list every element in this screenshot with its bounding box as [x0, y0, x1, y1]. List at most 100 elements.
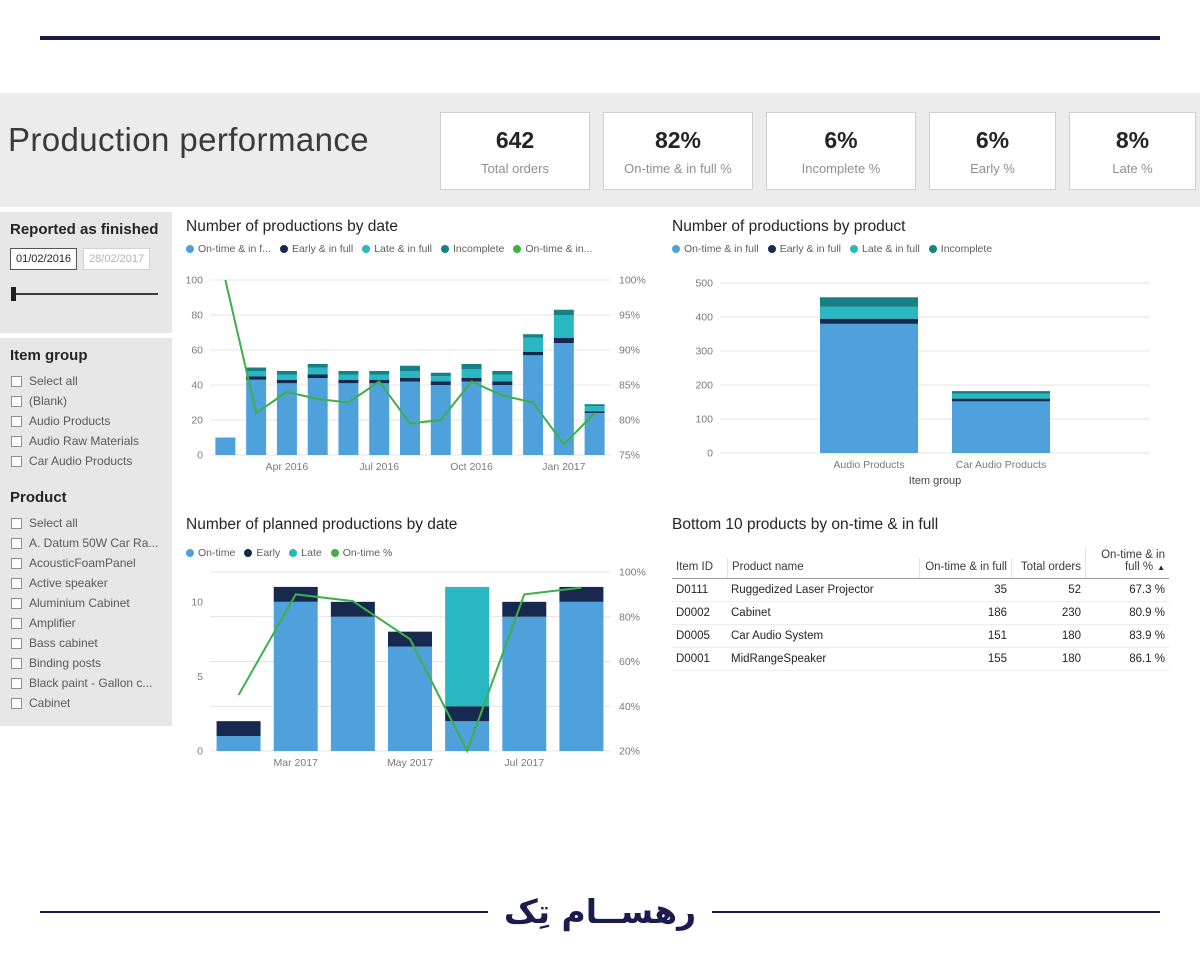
- bar-segment[interactable]: [338, 379, 359, 384]
- legend-item[interactable]: Early: [244, 547, 280, 559]
- checkbox-icon[interactable]: [11, 455, 22, 467]
- checkbox-icon[interactable]: [11, 375, 22, 387]
- product-checkbox-item[interactable]: Binding posts: [11, 656, 162, 670]
- slider-handle[interactable]: [11, 287, 16, 301]
- product-checkbox-item[interactable]: Bass cabinet: [11, 636, 162, 650]
- table-row[interactable]: D0111 Ruggedized Laser Projector 35 52 67.3 …: [672, 579, 1169, 602]
- bar-segment[interactable]: [400, 381, 420, 456]
- bar-segment[interactable]: [523, 334, 544, 338]
- item-group-checkbox-item[interactable]: Audio Raw Materials: [11, 434, 162, 448]
- bar-segment[interactable]: [216, 721, 261, 737]
- bar-segment[interactable]: [820, 297, 918, 307]
- item-group-checkbox-item[interactable]: Select all: [11, 374, 162, 388]
- bar-segment[interactable]: [461, 381, 482, 456]
- bar-segment[interactable]: [400, 378, 420, 382]
- product-checkbox-item[interactable]: Select all: [11, 516, 162, 530]
- checkbox-icon[interactable]: [11, 517, 22, 529]
- bar-segment[interactable]: [559, 586, 604, 602]
- product-checkbox-item[interactable]: Cabinet: [11, 696, 162, 710]
- bar-segment[interactable]: [523, 337, 544, 352]
- product-checkbox-item[interactable]: A. Datum 50W Car Ra...: [11, 536, 162, 550]
- bar-segment[interactable]: [338, 374, 359, 380]
- checkbox-icon[interactable]: [11, 395, 22, 407]
- checkbox-icon[interactable]: [11, 677, 22, 689]
- bar-segment[interactable]: [330, 601, 375, 617]
- product-checkbox-item[interactable]: AcousticFoamPanel: [11, 556, 162, 570]
- bar-segment[interactable]: [388, 646, 432, 751]
- checkbox-icon[interactable]: [11, 537, 22, 549]
- item-group-checkbox-item[interactable]: Car Audio Products: [11, 454, 162, 468]
- bar-segment[interactable]: [445, 586, 490, 707]
- checkbox-icon[interactable]: [11, 415, 22, 427]
- legend-item[interactable]: On-time & in f...: [186, 243, 271, 255]
- table-row[interactable]: D0005 Car Audio System 151 180 83.9 %: [672, 625, 1169, 648]
- legend-item[interactable]: On-time: [186, 547, 235, 559]
- checkbox-icon[interactable]: [11, 697, 22, 709]
- bar-segment[interactable]: [492, 385, 513, 455]
- bar-segment[interactable]: [523, 355, 544, 455]
- checkbox-icon[interactable]: [11, 557, 22, 569]
- legend-item[interactable]: Late & in full: [362, 243, 432, 255]
- table-row[interactable]: D0001 MidRangeSpeaker 155 180 86.1 %: [672, 648, 1169, 671]
- bar-segment[interactable]: [216, 736, 261, 751]
- start-date-input[interactable]: 01/02/2016: [10, 248, 78, 270]
- bar-segment[interactable]: [400, 365, 420, 371]
- bar-segment[interactable]: [584, 404, 605, 406]
- bar-segment[interactable]: [246, 371, 267, 377]
- legend-item[interactable]: Early & in full: [279, 243, 353, 255]
- column-header[interactable]: Total orders: [1011, 558, 1085, 578]
- legend-item[interactable]: Late & in full: [849, 243, 920, 255]
- bar-segment[interactable]: [584, 406, 605, 412]
- legend-item[interactable]: Early & in full: [767, 243, 841, 255]
- bar-segment[interactable]: [369, 371, 390, 375]
- product-checkbox-item[interactable]: Black paint - Gallon c...: [11, 676, 162, 690]
- bar-segment[interactable]: [307, 378, 328, 455]
- checkbox-icon[interactable]: [11, 435, 22, 447]
- bar-segment[interactable]: [553, 309, 574, 315]
- bar-segment[interactable]: [246, 367, 267, 372]
- bar-segment[interactable]: [369, 374, 390, 380]
- legend-item[interactable]: Incomplete: [441, 243, 504, 255]
- column-header[interactable]: Item ID: [676, 561, 714, 573]
- bar-segment[interactable]: [215, 437, 236, 456]
- bar-segment[interactable]: [952, 391, 1050, 394]
- column-header[interactable]: On-time & in full % ▲: [1085, 546, 1169, 578]
- bar-segment[interactable]: [584, 413, 605, 455]
- bar-segment[interactable]: [952, 393, 1050, 399]
- bar-segment[interactable]: [820, 323, 918, 453]
- bar-segment[interactable]: [276, 371, 297, 375]
- bar-segment[interactable]: [276, 383, 297, 455]
- bar-segment[interactable]: [307, 364, 328, 368]
- bar-segment[interactable]: [502, 616, 547, 751]
- bar-segment[interactable]: [559, 601, 604, 751]
- bar-segment[interactable]: [461, 369, 482, 378]
- legend-item[interactable]: Late: [289, 547, 322, 559]
- checkbox-icon[interactable]: [11, 617, 22, 629]
- checkbox-icon[interactable]: [11, 597, 22, 609]
- bar-segment[interactable]: [276, 379, 297, 384]
- bar-segment[interactable]: [430, 376, 451, 382]
- bar-segment[interactable]: [584, 411, 605, 413]
- bar-segment[interactable]: [461, 364, 482, 370]
- bar-segment[interactable]: [330, 616, 375, 751]
- bar-segment[interactable]: [952, 401, 1050, 453]
- bar-segment[interactable]: [820, 306, 918, 319]
- bar-segment[interactable]: [553, 343, 574, 455]
- date-range-slider[interactable]: [10, 286, 162, 302]
- checkbox-icon[interactable]: [11, 577, 22, 589]
- column-header[interactable]: Product name: [727, 558, 919, 578]
- legend-item[interactable]: Incomplete: [928, 243, 992, 255]
- bar-segment[interactable]: [553, 315, 574, 338]
- bar-segment[interactable]: [246, 379, 267, 455]
- column-header[interactable]: On-time & in full: [919, 558, 1011, 578]
- bar-segment[interactable]: [492, 374, 513, 382]
- end-date-input[interactable]: 28/02/2017: [83, 248, 151, 270]
- bar-segment[interactable]: [553, 337, 574, 343]
- bar-segment[interactable]: [430, 372, 451, 377]
- bar-segment[interactable]: [523, 351, 544, 356]
- bar-segment[interactable]: [273, 601, 318, 751]
- table-row[interactable]: D0002 Cabinet 186 230 80.9 %: [672, 602, 1169, 625]
- item-group-checkbox-item[interactable]: Audio Products: [11, 414, 162, 428]
- checkbox-icon[interactable]: [11, 657, 22, 669]
- bar-segment[interactable]: [461, 378, 482, 382]
